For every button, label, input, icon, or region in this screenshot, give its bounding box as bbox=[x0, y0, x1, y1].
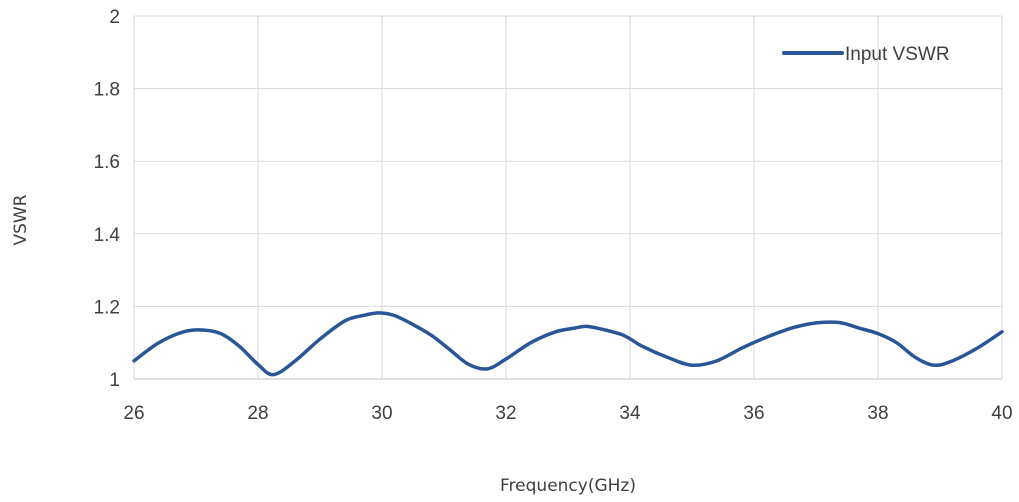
y-axis-title: VSWR bbox=[11, 194, 31, 245]
y-tick-label-3: 1.6 bbox=[94, 152, 120, 173]
x-tick-label-1: 28 bbox=[247, 403, 268, 424]
y-tick-label-5: 2 bbox=[109, 7, 120, 28]
y-tick-label-1: 1.2 bbox=[94, 297, 120, 318]
series-line-0 bbox=[132, 311, 1004, 377]
x-tick-label-6: 38 bbox=[867, 403, 888, 424]
x-tick-label-5: 36 bbox=[743, 403, 764, 424]
x-tick-label-4: 34 bbox=[619, 403, 641, 424]
legend: Input VSWR bbox=[782, 44, 950, 65]
y-axis-ticks: 1 1.2 1.4 1.6 1.8 2 bbox=[94, 7, 121, 391]
x-axis-ticks: 26 28 30 32 34 36 38 40 bbox=[123, 403, 1012, 424]
x-tick-label-3: 32 bbox=[495, 403, 516, 424]
x-tick-label-0: 26 bbox=[123, 403, 144, 424]
legend-label-input-vswr: Input VSWR bbox=[845, 44, 950, 65]
series-layer bbox=[132, 311, 1004, 377]
grid-lines bbox=[133, 15, 1003, 380]
y-tick-label-4: 1.8 bbox=[94, 80, 120, 101]
x-tick-label-7: 40 bbox=[991, 403, 1012, 424]
x-tick-label-2: 30 bbox=[371, 403, 392, 424]
y-tick-label-2: 1.4 bbox=[94, 225, 121, 246]
y-tick-label-0: 1 bbox=[109, 370, 120, 391]
x-axis-title: Frequency(GHz) bbox=[500, 476, 636, 496]
